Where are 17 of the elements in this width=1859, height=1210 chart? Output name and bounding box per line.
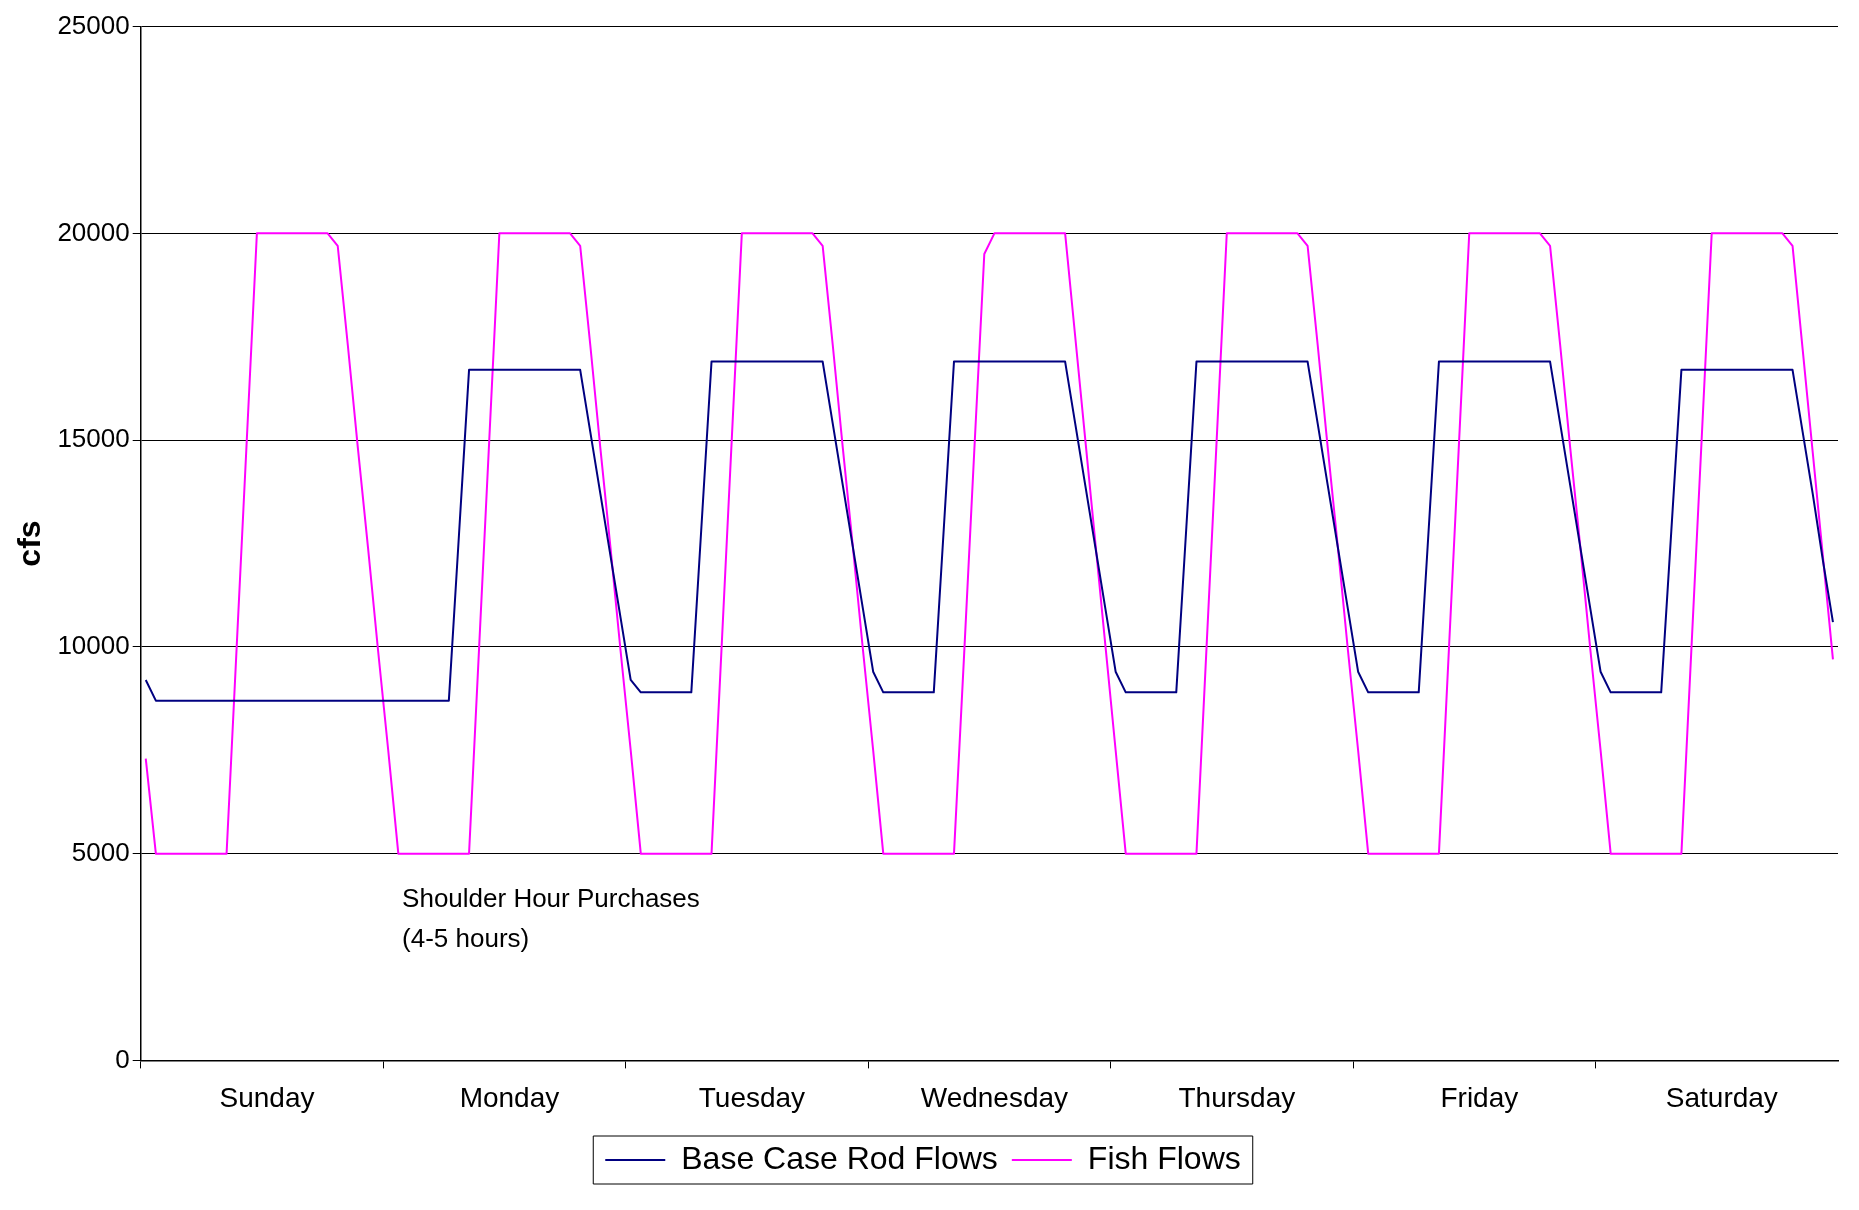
y-tick-label: 0 xyxy=(115,1043,130,1074)
x-tick-label: Friday xyxy=(1440,1081,1519,1113)
y-tick-label: 20000 xyxy=(57,216,130,247)
x-tick-label: Monday xyxy=(459,1081,560,1113)
legend-label: Fish Flows xyxy=(1087,1139,1241,1176)
y-tick-label: 15000 xyxy=(57,423,130,454)
x-tick-label: Saturday xyxy=(1665,1081,1778,1113)
x-tick-label: Tuesday xyxy=(698,1081,806,1113)
y-axis-title: cfs xyxy=(11,520,48,567)
x-tick-label: Wednesday xyxy=(920,1081,1069,1113)
legend-label: Base Case Rod Flows xyxy=(681,1139,998,1176)
x-tick-label: Thursday xyxy=(1178,1081,1296,1113)
y-tick-label: 25000 xyxy=(57,9,130,40)
y-tick-label: 5000 xyxy=(71,836,130,867)
x-tick-label: Sunday xyxy=(219,1081,315,1113)
y-tick-label: 10000 xyxy=(57,630,130,661)
annotation: Shoulder Hour Purchases (4-5 hours) xyxy=(402,882,700,953)
